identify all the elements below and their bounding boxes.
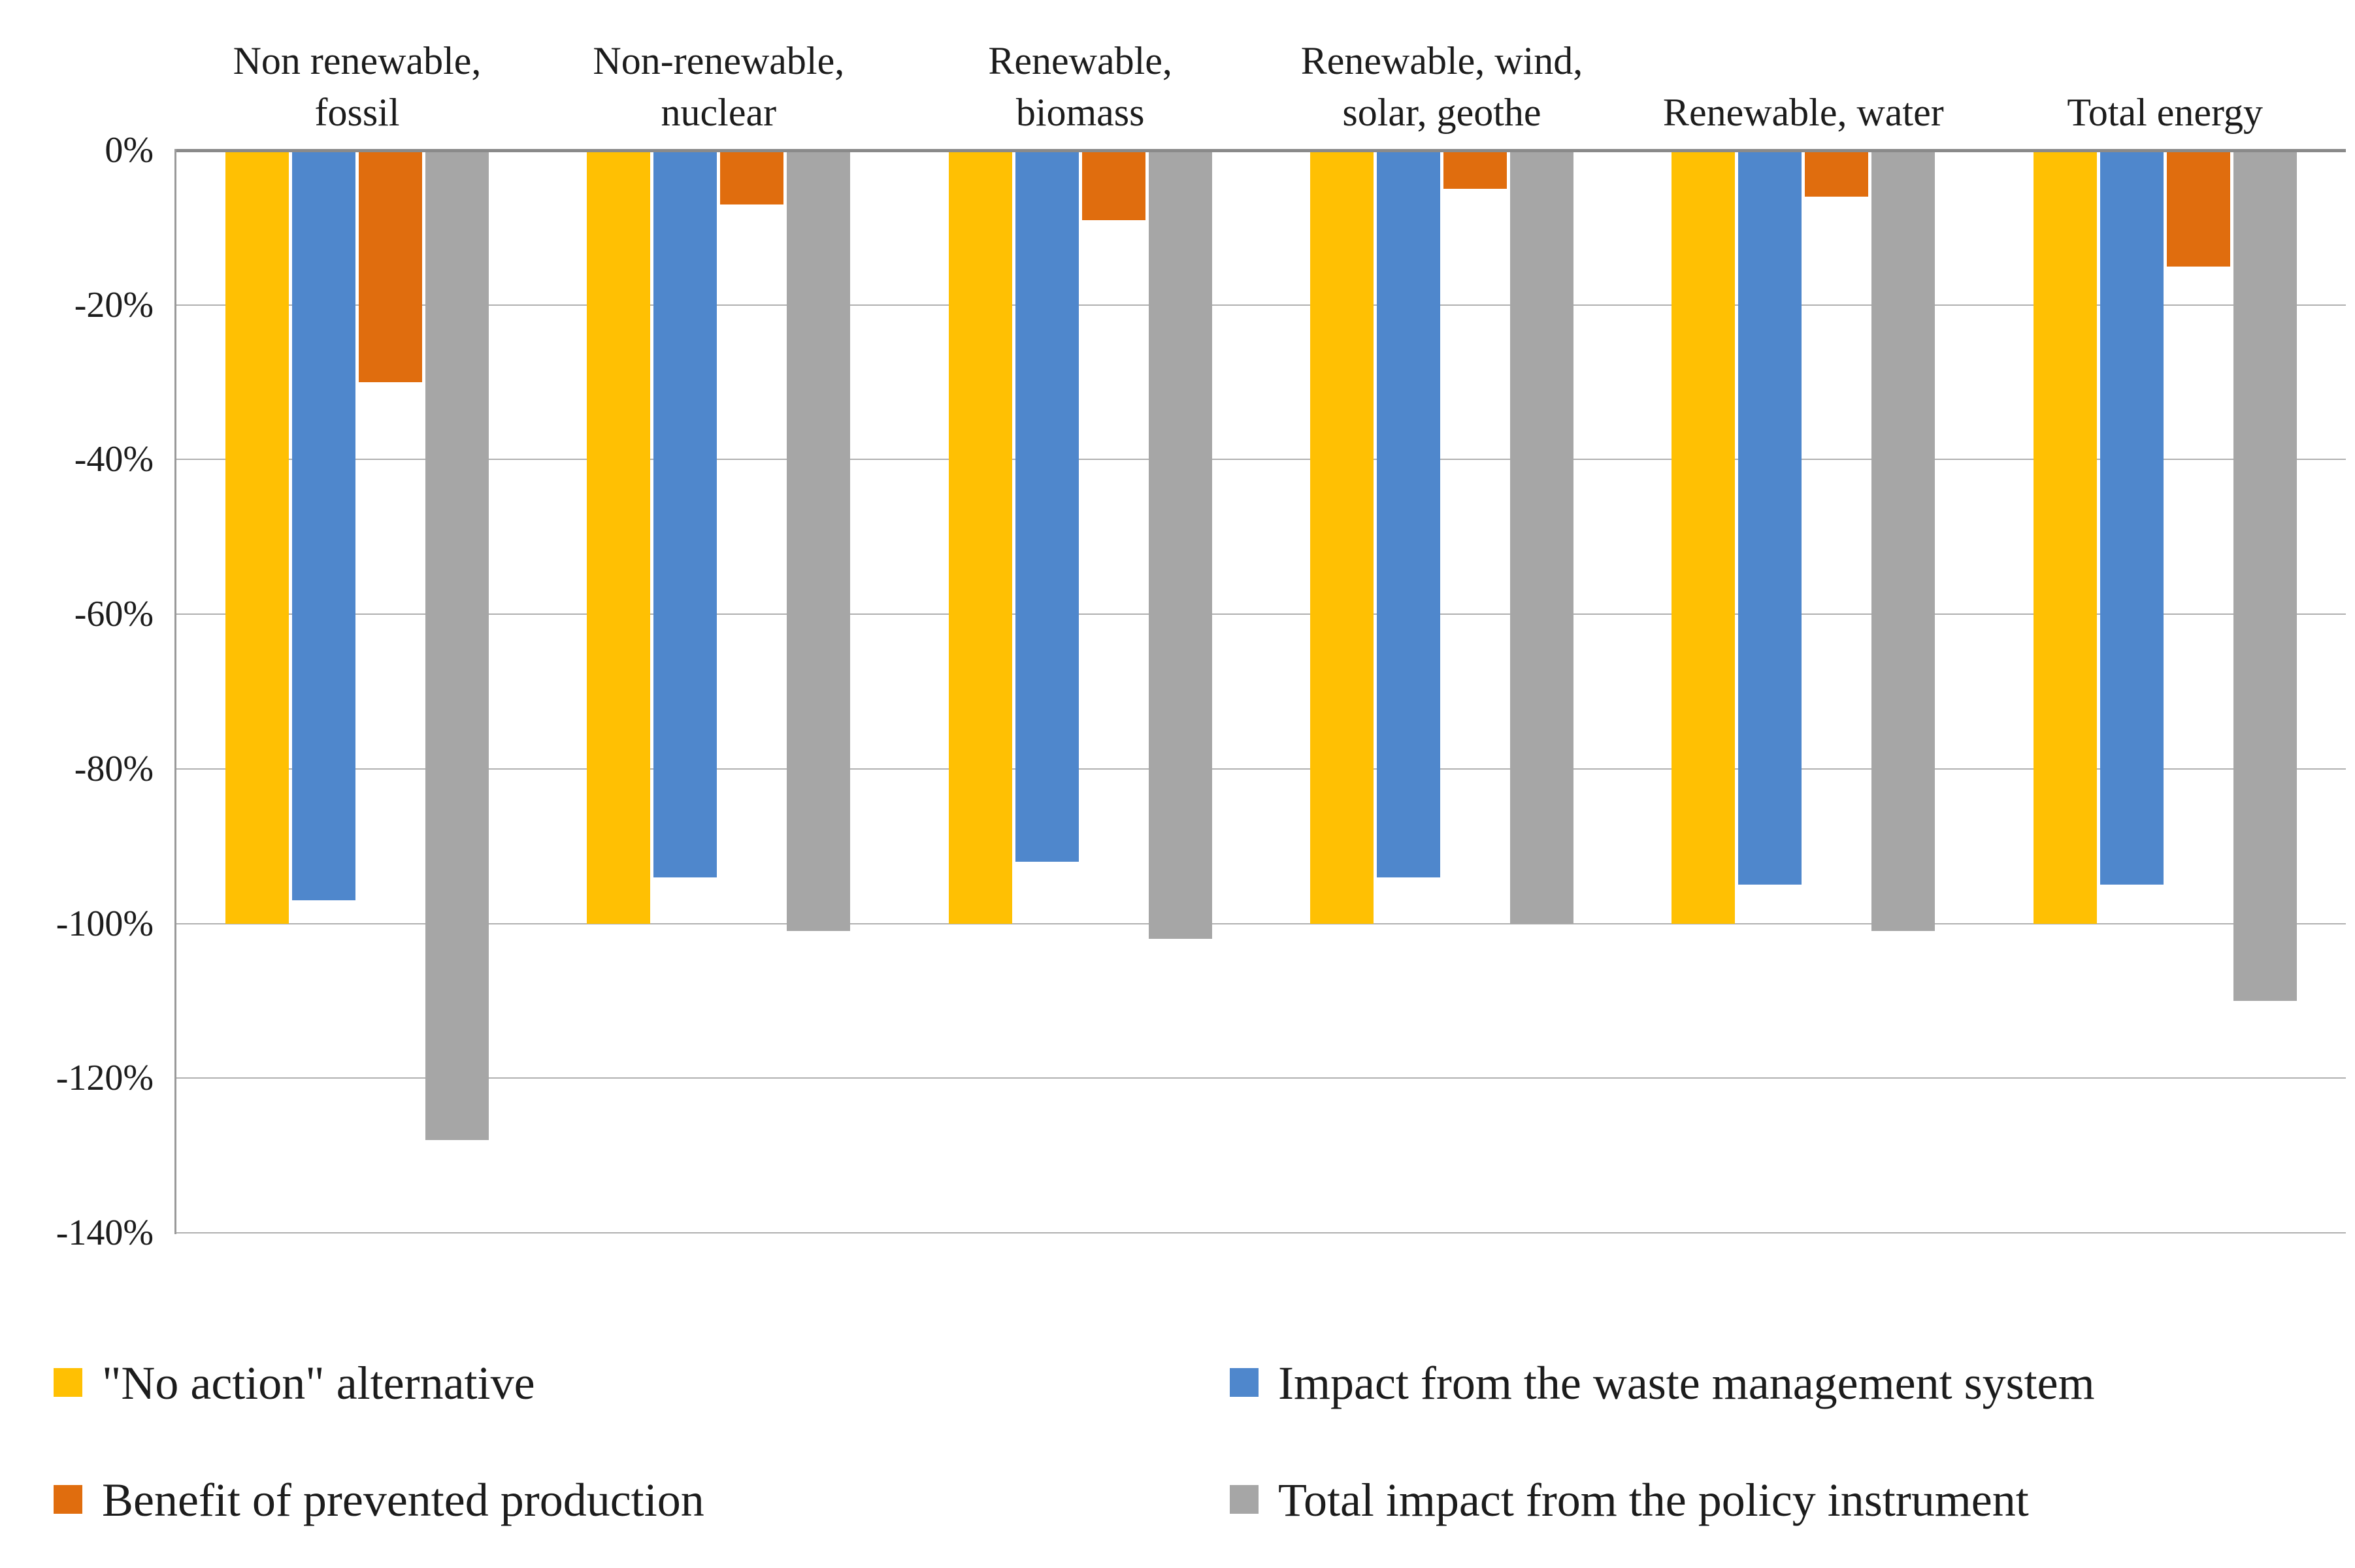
bar: [359, 150, 422, 383]
bar: [1738, 150, 1802, 885]
legend-item: Total impact from the policy instrument: [1230, 1474, 2347, 1527]
bar: [1443, 150, 1507, 189]
bar: [1081, 150, 1145, 220]
category-label: Non renewable, fossil: [176, 8, 538, 139]
bar-group: [900, 150, 1261, 939]
legend-swatch-icon: [1230, 1485, 1259, 1514]
gridline: [176, 923, 2346, 924]
y-axis-tick-label: -120%: [56, 1058, 154, 1099]
y-axis-tick-label: -80%: [74, 748, 154, 789]
y-axis-tick-label: -20%: [74, 284, 154, 325]
category-label-line: Renewable,: [988, 39, 1172, 82]
category-labels-row: Non renewable, fossil Non-renewable, nuclea…: [176, 8, 2346, 139]
bar: [2033, 150, 2097, 924]
category-label: Total energy: [1984, 8, 2346, 139]
plot-area: [176, 149, 2346, 1233]
y-axis-tick-label: -100%: [56, 903, 154, 944]
bar-group: [538, 150, 899, 932]
bar: [225, 150, 289, 924]
bar: [720, 150, 784, 204]
legend-swatch-icon: [1230, 1368, 1259, 1397]
bar: [653, 150, 717, 877]
y-axis-tick-label: -60%: [74, 594, 154, 635]
bar-group: [1622, 150, 1984, 932]
bar: [2166, 150, 2230, 267]
bar: [1871, 150, 1935, 932]
gridline: [176, 768, 2346, 770]
bar: [1805, 150, 1869, 197]
bar: [292, 150, 355, 901]
x-axis-zero-line: [176, 149, 2346, 152]
legend-label: Total impact from the policy instrument: [1278, 1474, 2029, 1527]
category-label-line: Renewable, wind,: [1300, 39, 1583, 82]
bar: [1310, 150, 1374, 924]
category-label-line: solar, geothe: [1342, 90, 1541, 134]
y-axis-tick-label: -140%: [56, 1213, 154, 1253]
category-label: Renewable, water: [1622, 8, 1984, 139]
bar-group: [1984, 150, 2346, 1001]
bar-group: [1261, 150, 1622, 924]
category-label-line: Non-renewable,: [593, 39, 845, 82]
gridline: [176, 304, 2346, 306]
category-label: Renewable, wind, solar, geothe: [1261, 8, 1622, 139]
y-axis-line: [174, 149, 176, 1234]
bar: [1672, 150, 1736, 924]
category-label-line: nuclear: [661, 90, 777, 134]
legend-item: "No action" alternative: [54, 1357, 1230, 1409]
bar: [1510, 150, 1573, 924]
bar: [425, 150, 489, 1140]
bar: [948, 150, 1012, 924]
legend-swatch-icon: [54, 1368, 82, 1397]
bar: [587, 150, 651, 924]
legend-label: Impact from the waste management system: [1278, 1357, 2095, 1409]
bar: [2100, 150, 2164, 885]
y-axis-tick-label: -40%: [74, 439, 154, 480]
bar: [787, 150, 851, 932]
gridline: [176, 459, 2346, 461]
gridline: [176, 1077, 2346, 1079]
bar: [1148, 150, 1212, 939]
gridline: [176, 1232, 2346, 1233]
category-label-line: Non renewable,: [233, 39, 482, 82]
bar: [1015, 150, 1079, 862]
category-label-line: biomass: [1015, 90, 1145, 134]
legend-item: Benefit of prevented production: [54, 1474, 1230, 1527]
chart-legend: "No action" alternative Impact from the w…: [54, 1357, 2347, 1527]
gridline: [176, 613, 2346, 615]
category-label: Renewable, biomass: [900, 8, 1261, 139]
y-axis-tick-label: 0%: [105, 130, 154, 171]
legend-label: Benefit of prevented production: [102, 1474, 704, 1527]
y-axis-tick-labels: 0% -20% -40% -60% -80% -100% -120% -140%: [0, 130, 160, 1253]
legend-swatch-icon: [54, 1485, 82, 1514]
category-label: Non-renewable, nuclear: [538, 8, 899, 139]
bar: [2233, 150, 2297, 1001]
bar: [1377, 150, 1440, 877]
bar-group: [176, 150, 538, 1140]
legend-item: Impact from the waste management system: [1230, 1357, 2347, 1409]
category-label-line: Total energy: [2067, 90, 2263, 134]
legend-label: "No action" alternative: [102, 1357, 535, 1409]
category-label-line: Renewable, water: [1662, 90, 1944, 134]
category-label-line: fossil: [314, 90, 400, 134]
